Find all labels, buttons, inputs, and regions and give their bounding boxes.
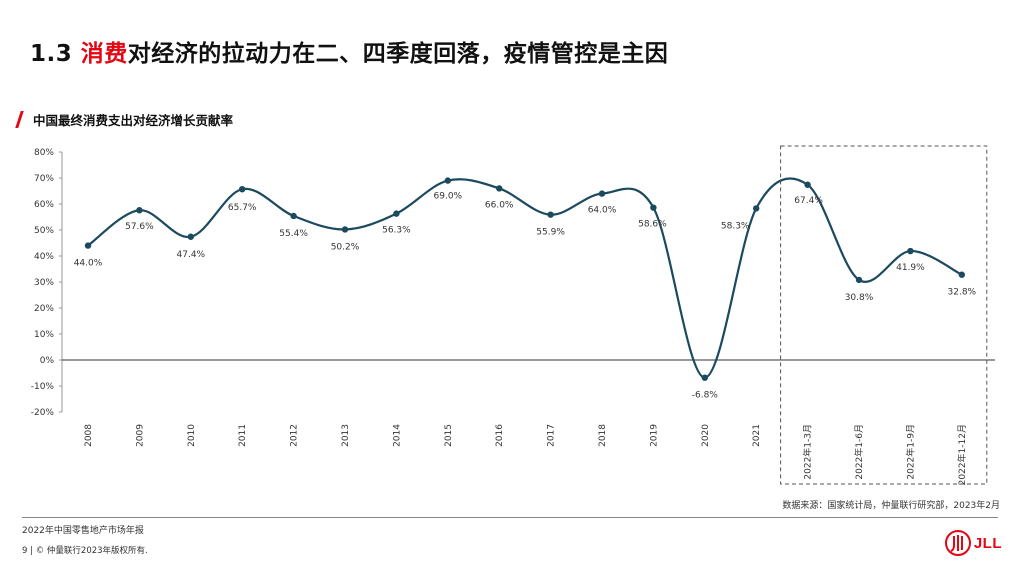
x-tick-label: 2022年1-9月 <box>904 424 916 480</box>
data-point <box>393 210 400 217</box>
y-tick-label: 70% <box>34 174 54 184</box>
data-label: 55.9% <box>536 228 565 238</box>
footer-divider <box>22 517 998 518</box>
series-line <box>87 177 963 379</box>
jll-logo: JLL <box>944 530 1002 556</box>
data-label: 66.0% <box>485 200 514 210</box>
page-number: 9 <box>22 546 28 556</box>
data-point <box>496 185 503 192</box>
data-label: 65.7% <box>228 203 257 213</box>
data-label: 57.6% <box>125 222 154 232</box>
line-chart: 80% 70% 60% 50% 40% 30% 20% 10% 0% -10% -20% 44.0% 5… <box>31 145 995 485</box>
data-label: 32.8% <box>948 288 977 298</box>
y-tick-label: 40% <box>34 252 54 262</box>
data-label: 47.4% <box>177 250 206 260</box>
copyright-text: © 仲量联行2023年版权所有. <box>35 546 148 556</box>
data-label: -6.8% <box>692 391 719 401</box>
y-tick-label: 50% <box>34 226 54 236</box>
jll-logo-icon <box>944 530 971 556</box>
chart-subtitle: 中国最终消费支出对经济增长贡献率 <box>15 109 234 129</box>
data-point <box>444 177 451 184</box>
x-tick-label: 2013 <box>341 424 351 447</box>
data-label: 58.3% <box>721 221 750 231</box>
data-label: 64.0% <box>588 206 617 216</box>
x-tick-label: 2022年1-12月 <box>956 424 968 485</box>
data-label: 30.8% <box>845 293 874 303</box>
chart-title: 中国最终消费支出对经济增长贡献率 <box>33 112 234 128</box>
data-label: 50.2% <box>331 242 360 252</box>
x-tick-label: 2021 <box>752 424 762 447</box>
y-tick-label: 10% <box>34 330 54 340</box>
data-point <box>547 211 554 218</box>
x-tick-label: 2015 <box>444 424 454 447</box>
data-point <box>907 247 914 255</box>
data-point <box>855 276 863 284</box>
data-point <box>804 181 811 188</box>
x-tick-label: 2014 <box>392 424 402 447</box>
highlight-box <box>780 145 988 485</box>
title-rest: 对经济的拉动力在二、四季度回落，疫情管控是主因 <box>127 41 669 67</box>
x-tick-label: 2020 <box>701 424 711 447</box>
x-tick-label: 2022年1-6月 <box>853 424 865 480</box>
x-tick-label: 2012 <box>290 424 300 447</box>
x-tick-label: 2022年1-3月 <box>802 424 814 480</box>
data-label: 69.0% <box>434 192 463 202</box>
x-tick-label: 2017 <box>547 424 557 447</box>
x-tick-label: 2011 <box>238 424 248 447</box>
y-tick-label: 20% <box>34 304 54 314</box>
data-label: 41.9% <box>896 263 925 273</box>
data-point <box>187 233 194 240</box>
data-label: 44.0% <box>74 259 103 269</box>
title-number: 1.3 <box>30 41 73 67</box>
data-label: 58.6% <box>638 220 667 230</box>
x-tick-label: 2010 <box>187 424 197 447</box>
y-tick-label: 80% <box>34 148 54 158</box>
data-point <box>598 190 606 197</box>
footer-report: 2022年中国零售地产市场年报 <box>22 526 144 536</box>
footer-copyright: 9 | © 仲量联行2023年版权所有. <box>22 544 148 556</box>
x-tick-label: 2019 <box>649 424 659 447</box>
data-point <box>341 226 349 233</box>
data-point <box>290 212 297 220</box>
x-tick-label: 2008 <box>84 424 94 447</box>
data-point <box>958 271 965 278</box>
logo-text: JLL <box>973 534 1002 552</box>
y-tick-label: -10% <box>31 382 55 392</box>
data-label: 55.4% <box>279 229 308 239</box>
data-label: 67.4% <box>794 196 823 206</box>
x-tick-label: 2009 <box>135 424 145 447</box>
y-tick-label: 60% <box>34 200 54 210</box>
x-tick-label: 2018 <box>598 424 608 447</box>
data-label: 56.3% <box>382 226 411 236</box>
data-point <box>84 242 92 249</box>
data-point <box>239 185 246 193</box>
x-tick-label: 2016 <box>495 424 505 447</box>
y-tick-label: 0% <box>40 356 55 366</box>
title-accent: 消费 <box>80 41 128 67</box>
data-point <box>650 204 657 211</box>
source-note: 数据来源：国家统计局，仲量联行研究部，2023年2月 <box>782 501 1000 511</box>
data-point <box>136 207 143 214</box>
data-point <box>701 374 708 381</box>
page-title: 1.3 消费对经济的拉动力在二、四季度回落，疫情管控是主因 <box>30 34 668 68</box>
y-tick-label: 30% <box>34 278 54 288</box>
data-point <box>753 205 760 212</box>
y-tick-label: -20% <box>31 408 55 418</box>
footer-separator: | <box>30 546 36 556</box>
